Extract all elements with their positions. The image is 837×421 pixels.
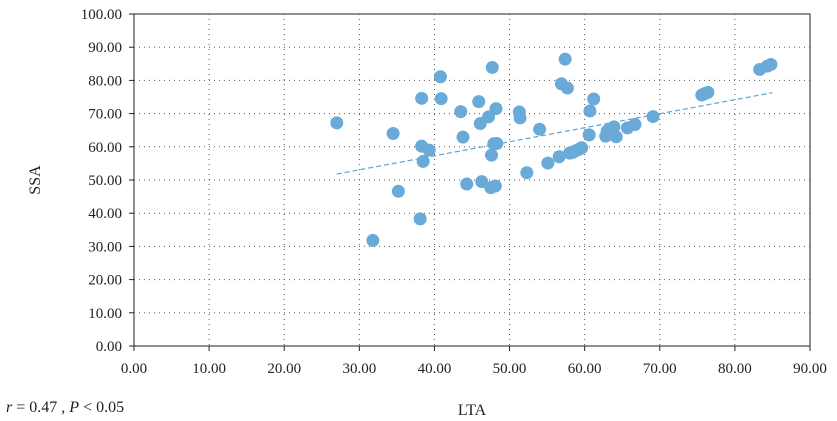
data-points	[330, 52, 778, 247]
x-tick-label: 40.00	[418, 361, 452, 377]
data-point	[482, 110, 496, 124]
x-tick-label: 80.00	[718, 361, 752, 377]
x-tick-label: 0.00	[121, 361, 147, 377]
plot-area	[133, 13, 811, 347]
y-tick-label: 80.00	[88, 73, 122, 89]
x-tick-label: 30.00	[342, 361, 376, 377]
data-point	[701, 85, 715, 99]
data-point	[541, 156, 555, 170]
data-point	[552, 150, 566, 164]
axis-ticks: 0.00 10.00 20.00 30.00 40.00 50.00 60.00 70.00 8…	[81, 7, 827, 377]
data-point	[560, 81, 574, 95]
y-tick-label: 50.00	[88, 173, 122, 189]
data-point	[587, 92, 601, 106]
y-tick-label: 10.00	[88, 306, 122, 322]
data-point	[582, 128, 596, 142]
r-symbol: r	[6, 399, 13, 416]
data-point	[533, 122, 547, 136]
y-tick-label: 70.00	[88, 107, 122, 123]
y-tick-label: 100.00	[81, 7, 122, 23]
data-point	[628, 118, 642, 132]
data-point	[391, 184, 405, 198]
data-point	[558, 52, 572, 66]
data-point	[575, 141, 589, 155]
data-point	[416, 154, 430, 168]
r-value: = 0.47 ,	[12, 399, 70, 416]
y-axis-title: SSA	[27, 165, 44, 195]
data-point	[472, 95, 486, 109]
x-tick-label: 60.00	[568, 361, 602, 377]
x-axis-title: LTA	[458, 402, 487, 419]
trend-line	[336, 92, 773, 175]
data-point	[485, 60, 499, 74]
data-point	[366, 233, 380, 247]
x-tick-label: 70.00	[643, 361, 677, 377]
data-point	[489, 102, 503, 116]
data-point	[520, 166, 534, 180]
y-tick-label: 90.00	[88, 40, 122, 56]
gridlines	[134, 14, 810, 346]
x-tick-label: 10.00	[192, 361, 226, 377]
data-point	[609, 130, 623, 144]
data-point	[415, 91, 429, 105]
data-point	[646, 110, 660, 124]
data-point	[488, 179, 502, 193]
y-tick-label: 20.00	[88, 273, 122, 289]
data-point	[434, 92, 448, 106]
data-point	[485, 148, 499, 162]
data-point	[513, 111, 527, 125]
data-point	[607, 120, 621, 134]
data-point	[422, 143, 436, 157]
y-tick-label: 30.00	[88, 239, 122, 255]
data-point	[764, 57, 778, 71]
p-symbol: P	[69, 399, 80, 416]
correlation-note: r = 0.47 , P < 0.05	[6, 399, 124, 417]
data-point	[456, 130, 470, 144]
y-tick-label: 60.00	[88, 140, 122, 156]
p-value: < 0.05	[79, 399, 125, 416]
y-tick-label: 0.00	[96, 339, 122, 355]
x-tick-label: 20.00	[267, 361, 301, 377]
data-point	[386, 127, 400, 141]
data-point	[433, 70, 447, 84]
data-point	[460, 177, 474, 191]
data-point	[454, 105, 468, 119]
data-point	[490, 136, 504, 150]
x-tick-label: 90.00	[793, 361, 827, 377]
y-tick-label: 40.00	[88, 206, 122, 222]
data-point	[330, 116, 344, 130]
x-tick-label: 50.00	[493, 361, 527, 377]
data-point	[413, 212, 427, 226]
data-point	[583, 104, 597, 118]
